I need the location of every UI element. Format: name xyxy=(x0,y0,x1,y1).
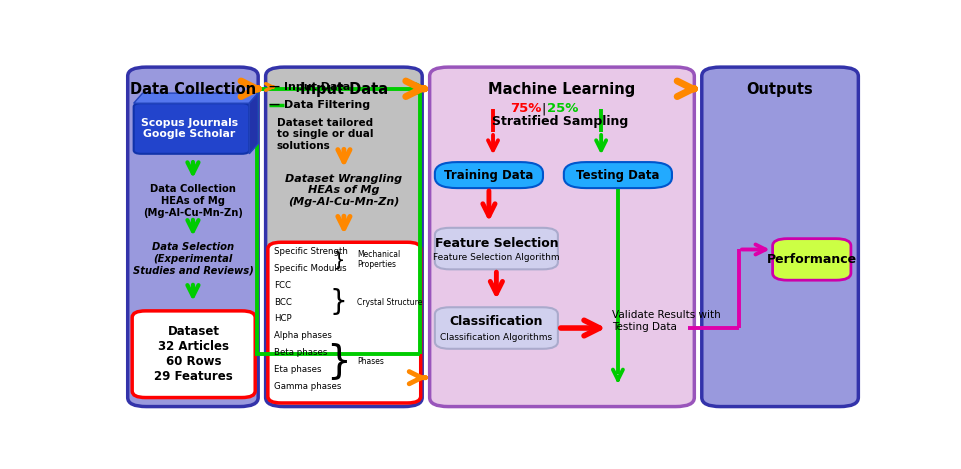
FancyBboxPatch shape xyxy=(132,311,255,398)
Text: Phases: Phases xyxy=(357,357,383,366)
Text: Data Collection
HEAs of Mg
(Mg-Al-Cu-Mn-Zn): Data Collection HEAs of Mg (Mg-Al-Cu-Mn-… xyxy=(143,184,242,218)
Text: |: | xyxy=(541,102,545,115)
Polygon shape xyxy=(249,93,258,154)
Text: Eta phases: Eta phases xyxy=(274,365,321,374)
Polygon shape xyxy=(134,93,258,103)
FancyBboxPatch shape xyxy=(434,162,542,188)
Text: }: } xyxy=(333,250,345,269)
FancyBboxPatch shape xyxy=(265,67,422,407)
Text: Dataset tailored
to single or dual
solutions: Dataset tailored to single or dual solut… xyxy=(277,118,373,151)
FancyBboxPatch shape xyxy=(134,103,249,154)
Text: Gamma phases: Gamma phases xyxy=(274,382,341,391)
Text: — Input Data: — Input Data xyxy=(269,82,350,92)
Text: }: } xyxy=(330,288,347,316)
Text: HCP: HCP xyxy=(274,314,291,324)
FancyBboxPatch shape xyxy=(430,67,694,407)
Text: Machine Learning: Machine Learning xyxy=(488,82,635,97)
Text: Performance: Performance xyxy=(766,253,856,266)
FancyBboxPatch shape xyxy=(267,242,420,403)
Text: Feature Selection: Feature Selection xyxy=(434,237,557,250)
Text: Specific Modulus: Specific Modulus xyxy=(274,264,346,272)
FancyBboxPatch shape xyxy=(434,307,557,349)
Text: Specific Strength: Specific Strength xyxy=(274,247,347,256)
Text: }: } xyxy=(326,342,351,380)
Text: Scopus Journals
Google Scholar: Scopus Journals Google Scholar xyxy=(140,118,237,139)
Text: 75%: 75% xyxy=(509,102,541,115)
Text: Outputs: Outputs xyxy=(746,82,813,97)
Text: Feature Selection Algorithm: Feature Selection Algorithm xyxy=(432,253,559,262)
Text: — Data Filtering: — Data Filtering xyxy=(269,100,370,110)
Text: Dataset Wrangling
HEAs of Mg
(Mg-Al-Cu-Mn-Zn): Dataset Wrangling HEAs of Mg (Mg-Al-Cu-M… xyxy=(285,174,402,207)
Text: Mechanical
Properties: Mechanical Properties xyxy=(357,250,400,270)
Text: Stratified Sampling: Stratified Sampling xyxy=(491,115,628,128)
FancyBboxPatch shape xyxy=(434,228,557,269)
Text: Crystal Structure: Crystal Structure xyxy=(357,297,422,307)
Text: 25%: 25% xyxy=(546,102,578,115)
Text: FCC: FCC xyxy=(274,280,290,290)
Text: Beta phases: Beta phases xyxy=(274,348,327,357)
Text: Dataset
32 Articles
60 Rows
29 Features: Dataset 32 Articles 60 Rows 29 Features xyxy=(154,325,233,383)
Text: Classification: Classification xyxy=(449,315,543,328)
FancyBboxPatch shape xyxy=(128,67,258,407)
Text: Alpha phases: Alpha phases xyxy=(274,332,332,340)
Text: Input Data: Input Data xyxy=(300,82,387,97)
Text: Data Selection
(Experimental
Studies and Reviews): Data Selection (Experimental Studies and… xyxy=(133,242,253,275)
Text: BCC: BCC xyxy=(274,297,291,307)
Text: Data Collection: Data Collection xyxy=(130,82,256,97)
Text: Training Data: Training Data xyxy=(444,168,533,182)
Text: Testing Data: Testing Data xyxy=(576,168,659,182)
FancyBboxPatch shape xyxy=(563,162,671,188)
Text: Classification Algorithms: Classification Algorithms xyxy=(440,333,552,342)
Text: Validate Results with
Testing Data: Validate Results with Testing Data xyxy=(612,310,721,332)
FancyBboxPatch shape xyxy=(772,239,850,280)
FancyBboxPatch shape xyxy=(702,67,857,407)
